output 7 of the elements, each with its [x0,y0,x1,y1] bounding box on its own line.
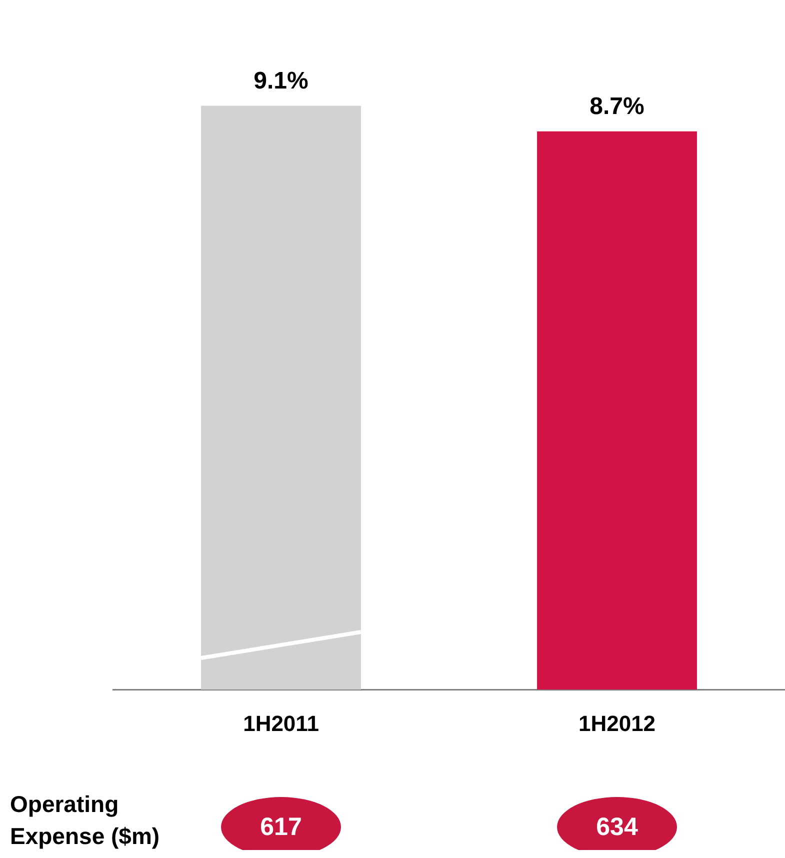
data-label: 8.7% [590,93,644,120]
text: 634 [595,812,639,842]
data-label: 9.1% [254,67,308,94]
text: 617 [259,812,303,842]
x-tick-label: 1H2012 [578,710,656,736]
x-tick-label: 1H2011 [243,710,319,736]
text: Operating Expense ($m) [10,790,161,851]
